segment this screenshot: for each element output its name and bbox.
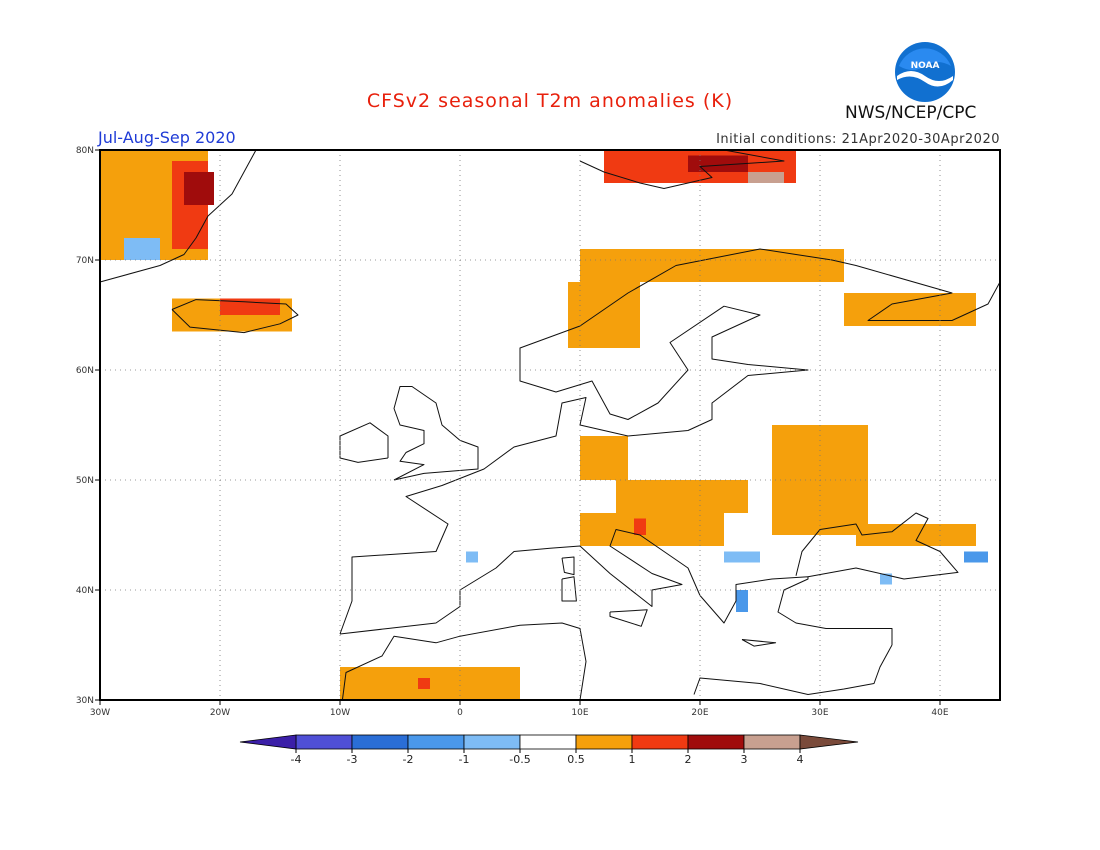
colorbar-segment [687, 734, 745, 750]
lon-tick-label: 30E [811, 708, 828, 718]
colorbar-low-end [239, 734, 297, 750]
colorbar-segment [743, 734, 801, 750]
colorbar-segment [407, 734, 465, 750]
lon-tick-label: 40E [931, 708, 948, 718]
colorbar-label: 1 [629, 753, 636, 766]
colorbar-label: -2 [403, 753, 414, 766]
anomaly-cell-alps-hot [634, 518, 646, 535]
lat-tick-label: 70N [76, 256, 94, 266]
coastline-10 [561, 576, 577, 602]
coastline-3 [341, 622, 587, 701]
anomaly-cell-svalbard-hot [688, 155, 748, 172]
map-axes: 30W 20W 10W 0 10E 20E 30E 40E 30N 40N 50N 60N 70N 80N [76, 146, 1001, 718]
anomaly-cell-svalbard-east [748, 172, 784, 183]
colorbar-label: 3 [741, 753, 748, 766]
colorbar-segment [295, 734, 353, 750]
colorbar-label: -3 [347, 753, 358, 766]
colorbar-label: 4 [797, 753, 804, 766]
coastline-7 [171, 299, 299, 334]
colorbar-label: -4 [291, 753, 302, 766]
lat-tick-label: 40N [76, 586, 94, 596]
lon-tick-label: 20E [691, 708, 708, 718]
anomaly-cell-alps [580, 513, 724, 546]
colorbar-segment [575, 734, 633, 750]
map-area [99, 149, 1001, 701]
lon-tick-label: 20W [210, 708, 230, 718]
anomaly-cell-greenland-veryhot [184, 172, 214, 205]
anomaly-cell-greenland-cold [124, 238, 160, 260]
colorbar: -4 -3 -2 -1 -0.5 0.5 1 2 3 4 [239, 734, 859, 766]
lat-tick-label: 60N [76, 366, 94, 376]
anomaly-cell-black-sea-east [856, 524, 976, 546]
initial-conditions-label: Initial conditions: 21Apr2020-30Apr2020 [716, 132, 1000, 147]
anomaly-cell-turkey-cold [880, 573, 892, 585]
lat-tick-label: 50N [76, 476, 94, 486]
colorbar-label: -1 [459, 753, 470, 766]
anomaly-cell-caucasus-cold [964, 551, 988, 563]
chart-title: CFSv2 seasonal T2m anomalies (K) [366, 90, 734, 112]
coastline-13 [561, 556, 575, 576]
season-label: Jul-Aug-Sep 2020 [98, 128, 236, 147]
anomaly-cell-aegean-cold [736, 590, 748, 612]
colorbar-segment [631, 734, 689, 750]
coastline-9 [579, 149, 785, 189]
lon-tick-label: 30W [90, 708, 110, 718]
coastline-5 [393, 386, 479, 481]
coastline-2 [693, 644, 893, 695]
anomaly-cell-morocco-hot [418, 678, 430, 689]
colorbar-label: -0.5 [509, 753, 530, 766]
colorbar-label: 2 [685, 753, 692, 766]
agency-label: NWS/NCEP/CPC [845, 103, 977, 123]
colorbar-segment [351, 734, 409, 750]
colorbar-high-end [799, 734, 859, 750]
anomaly-cell-norway-coast [580, 249, 844, 282]
coastline-11 [609, 609, 648, 627]
lon-tick-label: 0 [457, 708, 463, 718]
map-frame [99, 149, 1001, 701]
anomaly-cell-central-europe [616, 480, 748, 513]
anomaly-cell-kola [844, 293, 976, 326]
noaa-logo: NOAA [893, 40, 957, 108]
coastline-0 [339, 248, 1001, 635]
lon-tick-label: 10E [571, 708, 588, 718]
lat-tick-label: 30N [76, 696, 94, 706]
colorbar-segment [463, 734, 521, 750]
anomaly-cell-germany [580, 436, 628, 480]
lat-tick-label: 80N [76, 146, 94, 156]
colorbar-segment [519, 734, 577, 750]
anomaly-cell-spain-cold [466, 551, 478, 563]
lon-tick-label: 10W [330, 708, 350, 718]
coastline-1 [339, 529, 893, 645]
noaa-logo-text: NOAA [911, 61, 940, 71]
colorbar-label: 0.5 [567, 753, 585, 766]
coastline-12 [741, 639, 777, 647]
coastline-4 [795, 512, 959, 580]
coastline-8 [99, 149, 257, 283]
anomaly-cell-balkan-cold [724, 551, 760, 563]
